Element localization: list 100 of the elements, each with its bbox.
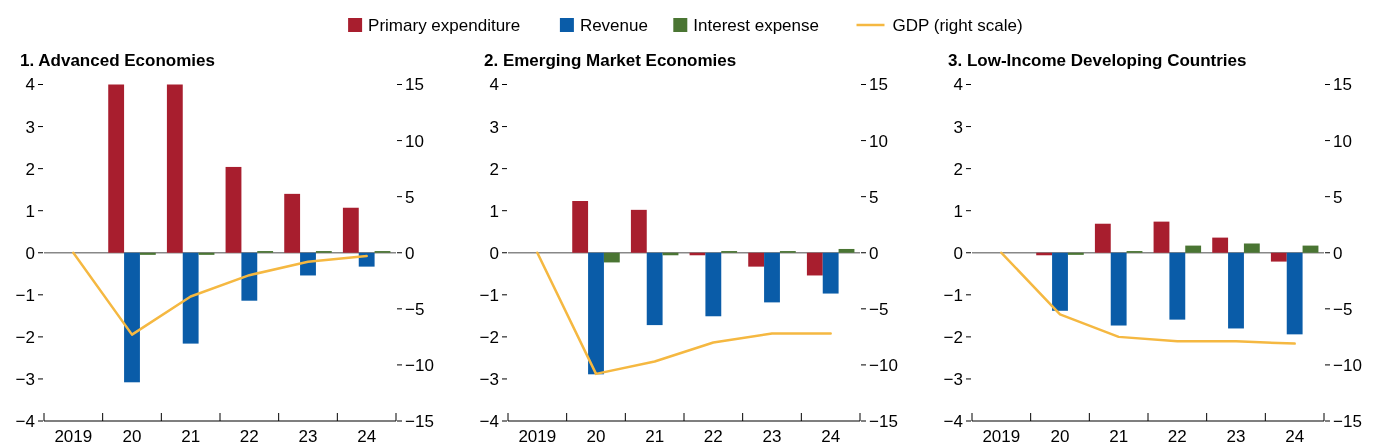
y2-tick-label: 5 <box>1333 187 1343 207</box>
y2-tick-label: −5 <box>1333 299 1353 319</box>
y-tick-label: −2 <box>479 327 499 347</box>
y-tick-label: 4 <box>25 75 35 95</box>
y2-tick-label: −10 <box>869 355 898 375</box>
y-tick-label: 0 <box>25 243 35 263</box>
y-tick-label: 1 <box>953 201 963 221</box>
bar <box>1169 252 1186 320</box>
y2-tick-label: 0 <box>405 243 415 263</box>
x-tick-label: 22 <box>703 427 723 446</box>
y2-tick-label: 15 <box>869 75 888 95</box>
x-tick-label: 24 <box>821 427 841 446</box>
y-tick-label: 2 <box>489 159 499 179</box>
x-tick-label: 24 <box>357 427 377 446</box>
x-tick-label: 2019 <box>982 427 1021 446</box>
y2-tick-label: 10 <box>869 131 888 151</box>
x-tick-label: 22 <box>239 427 259 446</box>
y2-tick-label: 0 <box>1333 243 1343 263</box>
bar <box>1153 221 1170 253</box>
x-tick-label: 22 <box>1167 427 1187 446</box>
line-series <box>536 251 832 376</box>
bar <box>108 84 125 253</box>
y-tick-label: 4 <box>953 75 963 95</box>
x-tick-label: 23 <box>1226 427 1246 446</box>
legend-label: GDP (right scale) <box>892 15 1023 35</box>
chart-title: 2. Emerging Market Economies <box>484 51 737 70</box>
y2-tick-label: 10 <box>405 131 424 151</box>
x-tick-label: 21 <box>181 427 201 446</box>
bar <box>124 252 140 383</box>
bar <box>225 166 242 253</box>
x-tick-label: 20 <box>122 427 142 446</box>
y-tick-label: 4 <box>489 75 499 95</box>
legend-label: Interest expense <box>693 15 819 35</box>
y-tick-label: 0 <box>489 243 499 263</box>
chart-title: 3. Low-Income Developing Countries <box>948 51 1247 70</box>
y2-tick-label: −15 <box>1333 411 1362 431</box>
line-series <box>1000 251 1296 345</box>
bar <box>342 207 359 253</box>
y-tick-label: 3 <box>953 117 963 137</box>
bar <box>1243 243 1260 253</box>
legend-label: Primary expenditure <box>368 15 521 35</box>
bar <box>1302 245 1319 253</box>
y-tick-label: −4 <box>943 411 963 431</box>
y-tick-label: −3 <box>943 369 963 389</box>
y2-tick-label: 10 <box>1333 131 1352 151</box>
bar <box>1212 237 1229 253</box>
y2-tick-label: −10 <box>1333 355 1362 375</box>
y2-tick-label: −5 <box>869 299 889 319</box>
y-tick-label: 1 <box>489 201 499 221</box>
bar <box>705 252 722 317</box>
bar <box>1110 252 1127 326</box>
chart-title: 1. Advanced Economies <box>20 51 215 70</box>
y-tick-label: 2 <box>25 159 35 179</box>
bar <box>182 252 199 344</box>
y-tick-label: 2 <box>953 159 963 179</box>
bar <box>198 252 215 255</box>
bar <box>806 252 823 276</box>
y-tick-label: −3 <box>479 369 499 389</box>
y2-tick-label: −15 <box>405 411 434 431</box>
bar <box>748 252 765 267</box>
bar <box>1094 223 1111 253</box>
bar <box>1270 252 1287 262</box>
line-series <box>72 251 368 336</box>
y-tick-label: −2 <box>15 327 35 347</box>
x-tick-label: 20 <box>1050 427 1070 446</box>
bar <box>166 84 183 253</box>
bar <box>241 252 258 301</box>
y2-tick-label: −10 <box>405 355 434 375</box>
y-tick-label: −1 <box>943 285 963 305</box>
bar <box>572 201 589 253</box>
y-tick-label: 3 <box>25 117 35 137</box>
x-tick-label: 20 <box>586 427 606 446</box>
y-tick-label: −4 <box>15 411 35 431</box>
bar <box>284 193 301 253</box>
x-tick-label: 21 <box>1109 427 1129 446</box>
x-tick-label: 2019 <box>518 427 557 446</box>
y2-tick-label: 15 <box>405 75 424 95</box>
x-tick-label: 24 <box>1285 427 1305 446</box>
y2-tick-label: 5 <box>405 187 415 207</box>
bar <box>1228 252 1244 329</box>
x-tick-label: 2019 <box>54 427 93 446</box>
y-tick-label: 0 <box>953 243 963 263</box>
x-tick-label: 21 <box>645 427 665 446</box>
bar <box>764 252 780 303</box>
x-tick-label: 23 <box>298 427 318 446</box>
bar <box>646 252 663 326</box>
bar <box>1286 252 1303 335</box>
bar <box>588 252 604 375</box>
y-tick-label: −1 <box>479 285 499 305</box>
y-tick-label: −4 <box>479 411 499 431</box>
bar <box>603 252 620 263</box>
x-tick-label: 23 <box>762 427 782 446</box>
y-tick-label: −3 <box>15 369 35 389</box>
y2-tick-label: 15 <box>1333 75 1352 95</box>
bar <box>1185 245 1202 253</box>
bar <box>822 252 839 294</box>
y2-tick-label: −5 <box>405 299 425 319</box>
legend-label: Revenue <box>579 15 648 35</box>
y-tick-label: 1 <box>25 201 35 221</box>
y2-tick-label: 5 <box>869 187 879 207</box>
